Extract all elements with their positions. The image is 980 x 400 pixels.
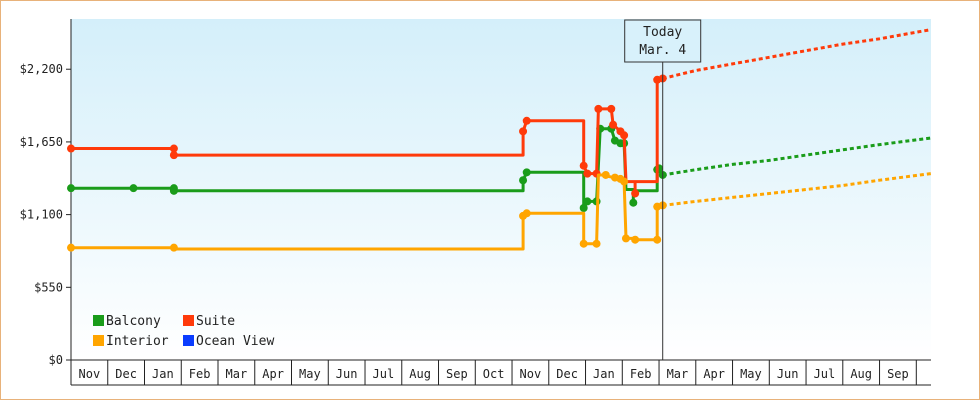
x-axis: Nov Dec Jan Feb Mar Apr May Jun Jul Aug Sep Oct Nov D… (70, 359, 931, 386)
x-tick-label: Aug (409, 367, 431, 381)
legend-label: Ocean View (196, 334, 274, 349)
data-point (583, 169, 592, 178)
x-tick-label: Jul (373, 367, 395, 381)
x-tick-label: Oct (483, 367, 505, 381)
data-point (519, 176, 528, 185)
data-point (592, 239, 601, 248)
x-tick-label: Apr (703, 367, 725, 381)
data-point (67, 184, 75, 193)
x-tick-label: Mar (226, 367, 248, 381)
data-point (607, 104, 616, 113)
data-point (519, 127, 528, 136)
projection-line (662, 172, 932, 207)
series-line (71, 77, 664, 195)
data-point (629, 198, 638, 207)
legend-label: Suite (196, 314, 235, 329)
legend-item-interior: Interior (93, 334, 169, 349)
data-point (579, 204, 588, 213)
data-point (583, 197, 592, 206)
projection-line (662, 28, 932, 80)
data-point (653, 235, 662, 244)
x-tick-label: Jul (814, 367, 836, 381)
x-tick-label: Sep (887, 367, 909, 381)
data-point (67, 144, 75, 153)
today-label: Today (643, 25, 682, 40)
x-tick-label: Jun (777, 367, 799, 381)
today-marker: Today Mar. 4 (624, 19, 702, 360)
data-point (621, 234, 630, 243)
legend-swatch (93, 315, 104, 326)
series-balcony (67, 124, 932, 213)
legend: Balcony Suite Interior Ocean View (93, 314, 274, 349)
data-point (609, 120, 618, 129)
data-point (601, 170, 610, 179)
legend-label: Interior (106, 334, 169, 349)
data-point (67, 243, 75, 252)
data-point (169, 243, 178, 252)
data-point (129, 184, 138, 193)
data-point (620, 131, 629, 140)
data-point (594, 104, 603, 113)
y-tick-label: $2,200 (20, 62, 63, 76)
legend-swatch (183, 335, 194, 346)
x-tick-label: Mar (667, 367, 689, 381)
series-layer (67, 28, 932, 252)
x-tick-label: Jan (593, 367, 615, 381)
data-point (522, 168, 531, 177)
today-date: Mar. 4 (639, 43, 686, 58)
legend-item-suite: Suite (183, 314, 235, 329)
today-box (624, 19, 702, 63)
x-tick-label: May (740, 367, 762, 381)
data-point (620, 177, 629, 186)
x-tick-label: Aug (850, 367, 872, 381)
legend-item-ocean-view: Ocean View (183, 334, 274, 349)
x-tick-label: Dec (115, 367, 137, 381)
legend-swatch (183, 315, 194, 326)
legend-item-balcony: Balcony (93, 314, 161, 329)
x-tick-label: Jan (152, 367, 174, 381)
y-tick-label: $0 (49, 353, 63, 367)
data-point (522, 116, 531, 125)
x-tick-label: Apr (262, 367, 284, 381)
legend-swatch (93, 335, 104, 346)
data-point (169, 144, 178, 153)
y-axis: $0 $550 $1,100 $1,650 $2,200 (20, 19, 72, 367)
x-tick-label: Feb (630, 367, 652, 381)
data-point (579, 239, 588, 248)
projection-line (662, 136, 932, 177)
x-tick-label: Feb (189, 367, 211, 381)
data-point (169, 186, 178, 195)
x-tick-label: May (299, 367, 321, 381)
y-tick-label: $550 (34, 280, 63, 294)
data-point (579, 161, 588, 170)
series-suite (67, 28, 932, 198)
data-point (169, 151, 178, 160)
data-point (522, 209, 531, 218)
series-interior (67, 170, 932, 252)
y-tick-label: $1,650 (20, 135, 63, 149)
x-tick-label: Jun (336, 367, 358, 381)
x-tick-label: Dec (556, 367, 578, 381)
x-tick-label: Nov (79, 367, 101, 381)
y-tick-label: $1,100 (20, 208, 63, 222)
data-point (631, 189, 640, 198)
x-tick-label: Sep (446, 367, 468, 381)
legend-label: Balcony (106, 314, 161, 329)
data-point (631, 235, 640, 244)
x-tick-label: Nov (520, 367, 542, 381)
